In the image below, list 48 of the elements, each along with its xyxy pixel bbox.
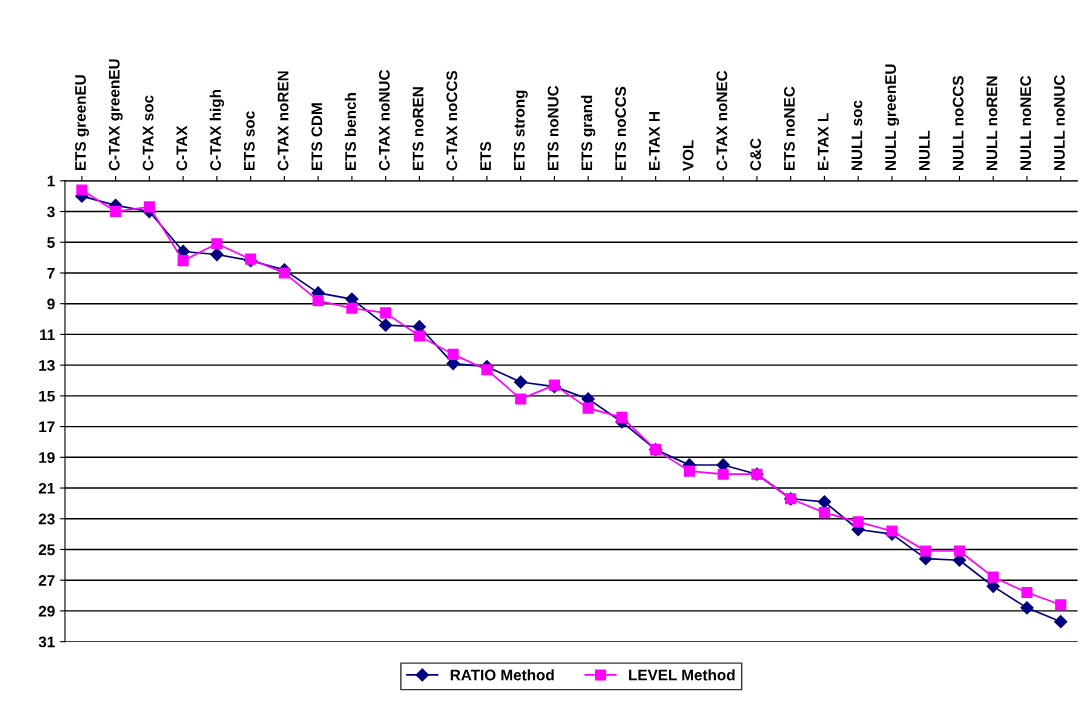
x-tick-label: C&C: [750, 138, 762, 171]
x-tick-label: ETS grand: [581, 95, 596, 171]
x-tick-label: NULL greenEU: [885, 64, 900, 171]
x-tick-label: C-TAX: [176, 125, 188, 171]
y-tick-label: 5: [47, 237, 55, 248]
y-tick-label: 17: [39, 421, 55, 433]
x-tick-label: NULL: [919, 130, 930, 171]
y-tick-label: 19: [39, 452, 55, 463]
x-tick-label: ETS noNEC: [783, 86, 795, 171]
y-tick-label: 31: [38, 636, 55, 648]
x-tick-label: NULL noNUC: [1053, 75, 1065, 171]
y-tick-label: 23: [38, 513, 55, 525]
x-tick-label: ETS noCCS: [615, 86, 627, 171]
x-tick-label: ETS: [480, 141, 491, 171]
y-tick-label: 1: [47, 175, 55, 187]
x-tick-label: C-TAX noCCS: [446, 70, 458, 171]
x-tick-label: E-TAX L: [817, 113, 829, 171]
y-tick-label: 25: [38, 544, 55, 556]
x-tick-label: C-TAX noNEC: [716, 70, 728, 171]
x-tick-label: C-TAX high: [209, 89, 225, 171]
x-tick-label: ETS bench: [344, 93, 356, 171]
y-tick-label: 3: [47, 206, 55, 218]
x-tick-label: VOL: [682, 140, 694, 171]
x-tick-label: ETS soc: [243, 111, 255, 171]
x-tick-label: C-TAX noREN: [277, 71, 289, 171]
x-tick-label: NULL soc: [851, 100, 863, 171]
y-tick-label: 7: [47, 267, 55, 279]
x-tick-label: E-TAX H: [649, 112, 660, 171]
x-tick-label: ETS noNUC: [547, 85, 559, 171]
x-tick-label: C-TAX greenEU: [108, 59, 123, 171]
y-tick-label: 9: [47, 298, 55, 310]
x-tick-label: ETS noREN: [412, 87, 424, 171]
legend-label: RATIO Method: [450, 669, 554, 681]
x-tick-label: ETS CDM: [311, 103, 323, 171]
x-tick-label: ETS strong: [513, 90, 528, 171]
y-tick-label: 29: [38, 605, 55, 617]
y-tick-label: 11: [40, 329, 55, 340]
x-tick-label: C-TAX soc: [142, 95, 154, 171]
x-tick-label: C-TAX noNUC: [378, 69, 390, 171]
y-tick-label: 15: [39, 390, 55, 402]
y-tick-label: 13: [39, 360, 55, 371]
x-tick-label: NULL noCCS: [952, 76, 964, 171]
y-tick-label: 27: [38, 575, 55, 586]
x-tick-label: NULL noNEC: [1020, 75, 1032, 171]
y-tick-label: 21: [38, 482, 55, 494]
legend-label: LEVEL Method: [629, 669, 735, 681]
x-tick-label: NULL noREN: [986, 76, 998, 171]
x-tick-label: ETS greenEU: [75, 75, 89, 171]
